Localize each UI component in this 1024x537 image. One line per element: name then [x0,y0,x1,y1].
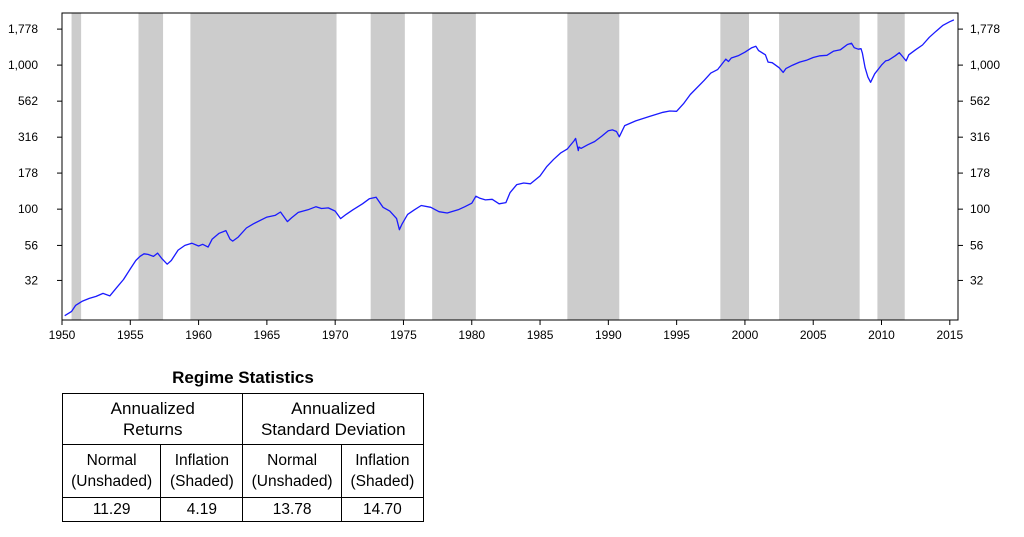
x-tick-label: 1995 [663,328,690,342]
stats-title: Regime Statistics [172,368,314,387]
y-tick-label-left: 1,000 [8,58,38,72]
sub-header-line2: (Shaded) [350,473,415,490]
x-tick-label: 1985 [527,328,554,342]
stddev-header: Annualized Standard Deviation [242,393,424,445]
x-tick-label: 1950 [49,328,76,342]
x-tick-label: 1980 [458,328,485,342]
stats-value-row: 11.29 4.19 13.78 14.70 [61,497,425,522]
y-tick-label-left: 32 [25,273,39,287]
shaded-regime-7 [779,13,860,320]
sub-header-line1: Inflation [355,452,410,469]
x-tick-label: 2015 [936,328,963,342]
x-tick-label: 2010 [868,328,895,342]
shaded-regime-2 [190,13,337,320]
shaded-regime-4 [432,13,476,320]
sub-header-line2: (Shaded) [169,473,234,490]
stddev-normal-value: 13.78 [242,497,342,522]
regime-statistics: Regime Statistics Annualized Returns Ann… [61,368,425,522]
x-tick-label: 1955 [117,328,144,342]
plot-frame [61,12,959,321]
returns-inflation-header: Inflation (Shaded) [160,444,244,498]
y-tick-label-left: 178 [18,166,38,180]
y-tick-label-left: 56 [25,238,39,252]
x-tick-label: 1975 [390,328,417,342]
series-layer [64,19,955,317]
y-tick-label-right: 562 [970,94,990,108]
x-tick-label: 1970 [322,328,349,342]
stats-group-header-row: Annualized Returns Annualized Standard D… [61,393,424,445]
y-tick-label-right: 1,000 [970,58,1000,72]
y-tick-label-right: 316 [970,130,990,144]
sub-header-line2: (Unshaded) [71,473,153,490]
y-tick-label-right: 32 [970,273,984,287]
sub-header-line1: Normal [86,452,137,469]
stddev-normal-header: Normal (Unshaded) [242,444,342,498]
stddev-inflation-value: 14.70 [340,497,425,522]
stats-sub-header-row: Normal (Unshaded) Inflation (Shaded) Nor… [61,444,425,498]
x-tick-label: 2005 [800,328,827,342]
returns-header-line1: Annualized [110,399,195,418]
regime-chart: 1950 1955 1960 1965 1970 1975 1980 1985 1990 1995… [8,12,1000,342]
sub-header-line1: Normal [267,452,318,469]
x-tick-label: 2000 [732,328,759,342]
y-tick-label-right: 178 [970,166,990,180]
shaded-regime-5 [567,13,620,320]
stddev-inflation-header: Inflation (Shaded) [340,444,425,498]
stddev-header-line2: Standard Deviation [260,420,406,439]
sub-header-line2: (Unshaded) [251,473,333,490]
x-tick-label: 1965 [254,328,281,342]
x-tick-label: 1990 [595,328,622,342]
stddev-header-line1: Annualized [291,399,376,418]
returns-normal-header: Normal (Unshaded) [61,444,162,498]
shaded-regime-0 [71,13,82,320]
y-tick-label-right: 1,778 [970,22,1000,36]
shaded-regime-3 [370,13,405,320]
series-line-0 [64,19,955,317]
y-tick-label-right: 100 [970,202,990,216]
returns-header-line2: Returns [122,420,183,439]
y-tick-label-left: 100 [18,202,38,216]
axis-ticks: 1950 1955 1960 1965 1970 1975 1980 1985 1990 1995… [8,22,1000,342]
y-tick-label-left: 1,778 [8,22,38,36]
shaded-regimes [71,13,905,320]
returns-header: Annualized Returns [61,393,244,445]
shaded-regime-6 [720,13,750,320]
sub-header-line1: Inflation [174,452,230,469]
x-tick-label: 1960 [185,328,212,342]
y-tick-label-left: 562 [18,94,38,108]
y-tick-label-right: 56 [970,238,984,252]
shaded-regime-1 [138,13,164,320]
returns-normal-value: 11.29 [61,497,162,522]
returns-inflation-value: 4.19 [160,497,244,522]
stats-table: Annualized Returns Annualized Standard D… [61,393,425,522]
y-tick-label-left: 316 [18,130,38,144]
